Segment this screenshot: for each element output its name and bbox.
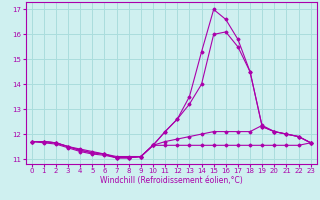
X-axis label: Windchill (Refroidissement éolien,°C): Windchill (Refroidissement éolien,°C): [100, 176, 243, 185]
